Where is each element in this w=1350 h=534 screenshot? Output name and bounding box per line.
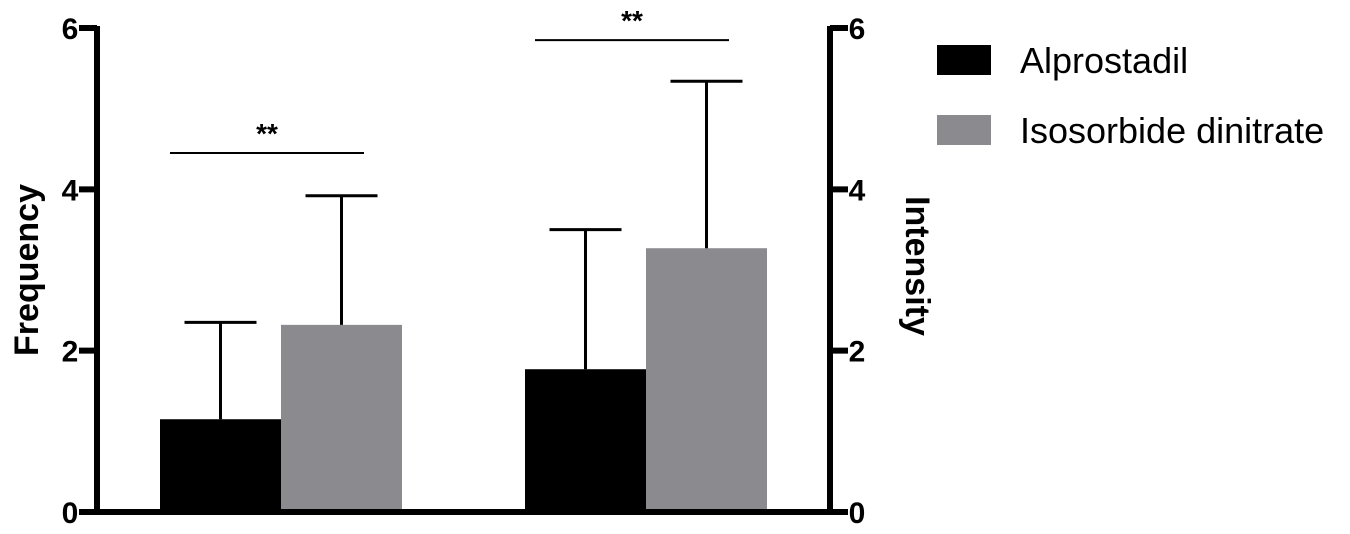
legend-label-1: Alprostadil	[1020, 40, 1188, 81]
left-tick-label-2: 4	[62, 174, 79, 207]
significance-label-2: **	[621, 5, 643, 36]
bar-2-1	[281, 324, 402, 512]
legend-label-2: Isosorbide dinitrate	[1020, 110, 1324, 151]
left-tick-label-0: 0	[62, 497, 79, 530]
right-tick-label-1: 2	[849, 336, 866, 369]
bar-1-1	[160, 419, 281, 512]
left-tick-label-1: 2	[62, 336, 79, 369]
right-tick-label-3: 6	[849, 13, 866, 46]
significance-label-1: **	[256, 118, 278, 149]
right-tick-label-2: 4	[849, 174, 866, 207]
right-tick-label-0: 0	[849, 497, 866, 530]
legend-swatch-1	[937, 45, 991, 75]
left-tick-label-3: 6	[62, 13, 79, 46]
y-axis-title-right: Intensity	[898, 196, 936, 336]
bar-1-2	[525, 369, 646, 512]
y-axis-title-left: Frequency	[8, 184, 46, 356]
legend-swatch-2	[937, 115, 991, 145]
bar-2-2	[646, 248, 767, 512]
